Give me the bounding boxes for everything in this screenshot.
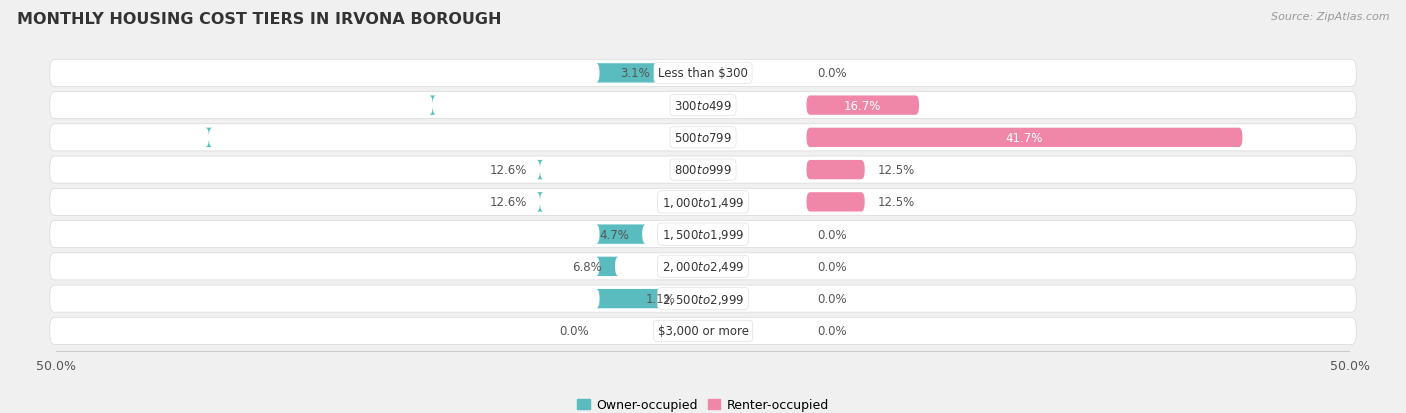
FancyBboxPatch shape [49, 124, 1357, 152]
FancyBboxPatch shape [49, 285, 1357, 312]
Text: 16.7%: 16.7% [844, 100, 882, 112]
Text: $2,000 to $2,499: $2,000 to $2,499 [662, 260, 744, 274]
FancyBboxPatch shape [807, 96, 920, 116]
FancyBboxPatch shape [537, 161, 544, 180]
Text: 0.0%: 0.0% [817, 325, 846, 337]
Text: 12.5%: 12.5% [877, 164, 915, 177]
Text: 0.0%: 0.0% [817, 260, 846, 273]
FancyBboxPatch shape [807, 193, 865, 212]
Text: Source: ZipAtlas.com: Source: ZipAtlas.com [1271, 12, 1389, 22]
Text: $800 to $999: $800 to $999 [673, 164, 733, 177]
FancyBboxPatch shape [205, 128, 212, 148]
Text: $300 to $499: $300 to $499 [673, 100, 733, 112]
Text: 12.5%: 12.5% [877, 196, 915, 209]
FancyBboxPatch shape [49, 157, 1357, 184]
Text: 0.0%: 0.0% [817, 228, 846, 241]
Text: 0.0%: 0.0% [817, 292, 846, 305]
FancyBboxPatch shape [49, 253, 1357, 280]
Text: Less than $300: Less than $300 [658, 67, 748, 80]
FancyBboxPatch shape [596, 289, 692, 309]
Text: $1,500 to $1,999: $1,500 to $1,999 [662, 228, 744, 242]
FancyBboxPatch shape [807, 161, 865, 180]
Text: 3.1%: 3.1% [620, 67, 650, 80]
FancyBboxPatch shape [807, 128, 1243, 148]
Text: $3,000 or more: $3,000 or more [658, 325, 748, 337]
FancyBboxPatch shape [537, 193, 544, 212]
Text: 12.6%: 12.6% [489, 196, 527, 209]
Text: 4.7%: 4.7% [599, 228, 630, 241]
FancyBboxPatch shape [49, 221, 1357, 248]
Text: 0.0%: 0.0% [817, 67, 846, 80]
FancyBboxPatch shape [429, 96, 436, 116]
Text: 6.8%: 6.8% [572, 260, 602, 273]
Text: 0.0%: 0.0% [560, 325, 589, 337]
FancyBboxPatch shape [49, 60, 1357, 87]
FancyBboxPatch shape [49, 318, 1357, 344]
Text: 20.9%: 20.9% [498, 100, 534, 112]
Text: $500 to $799: $500 to $799 [673, 132, 733, 145]
Text: $1,000 to $1,499: $1,000 to $1,499 [662, 195, 744, 209]
Text: 41.7%: 41.7% [1005, 132, 1043, 145]
Text: 12.6%: 12.6% [489, 164, 527, 177]
FancyBboxPatch shape [596, 257, 619, 276]
Text: $2,500 to $2,999: $2,500 to $2,999 [662, 292, 744, 306]
FancyBboxPatch shape [596, 64, 666, 83]
Text: 1.1%: 1.1% [645, 292, 676, 305]
FancyBboxPatch shape [49, 189, 1357, 216]
FancyBboxPatch shape [596, 225, 645, 244]
Legend: Owner-occupied, Renter-occupied: Owner-occupied, Renter-occupied [572, 393, 834, 413]
FancyBboxPatch shape [49, 93, 1357, 119]
Text: 38.2%: 38.2% [385, 132, 423, 145]
Text: MONTHLY HOUSING COST TIERS IN IRVONA BOROUGH: MONTHLY HOUSING COST TIERS IN IRVONA BOR… [17, 12, 502, 27]
